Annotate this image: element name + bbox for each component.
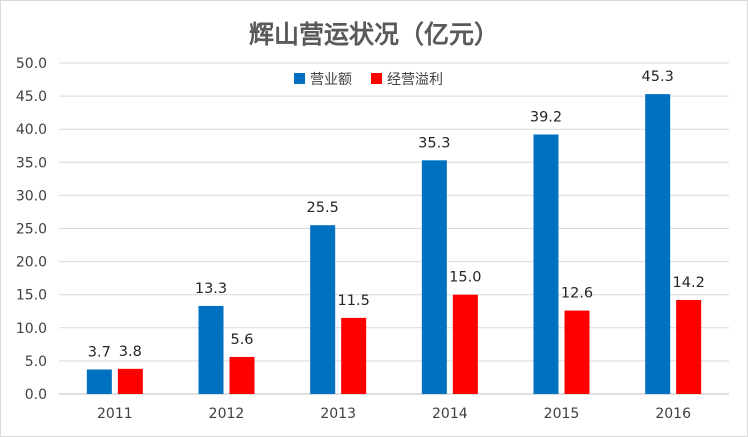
- y-tick-label: 0.0: [25, 387, 47, 403]
- y-tick-label: 20.0: [16, 255, 47, 271]
- legend-swatch-revenue: [294, 73, 305, 84]
- data-label-profit-2012: 5.6: [230, 332, 253, 348]
- data-label-profit-2015: 12.6: [561, 286, 593, 302]
- data-label-revenue-2012: 13.3: [195, 281, 227, 297]
- bar-profit-2014: [452, 294, 478, 394]
- legend-swatch-profit: [371, 73, 382, 84]
- bars: [86, 94, 702, 394]
- x-tick-label: 2011: [97, 406, 133, 422]
- bar-revenue-2014: [421, 160, 447, 394]
- y-tick-label: 35.0: [16, 155, 47, 171]
- y-tick-label: 40.0: [16, 122, 47, 138]
- x-tick-label: 2012: [209, 406, 245, 422]
- data-label-revenue-2014: 35.3: [418, 135, 450, 151]
- y-axis: 0.0 5.0 10.0 15.0 20.0 25.0 30.0 35.0 40.0 45.0 50…: [16, 56, 47, 403]
- data-label-revenue-2016: 45.3: [642, 69, 674, 85]
- bar-revenue-2015: [533, 134, 559, 394]
- legend: 营业额 经营溢利: [294, 72, 443, 88]
- y-tick-label: 15.0: [16, 288, 47, 304]
- bar-profit-2015: [564, 310, 590, 394]
- y-tick-label: 10.0: [16, 321, 47, 337]
- data-labels: 3.7 3.8 13.3 5.6 25.5 11.5 35.3 15.0 39.2 12.6 45.…: [88, 69, 705, 360]
- y-tick-label: 45.0: [16, 89, 47, 105]
- legend-label-revenue: 营业额: [310, 72, 352, 88]
- y-tick-label: 50.0: [16, 56, 47, 72]
- x-tick-label: 2014: [432, 406, 468, 422]
- bar-profit-2012: [229, 356, 255, 394]
- bar-profit-2016: [676, 299, 702, 394]
- x-tick-label: 2013: [320, 406, 356, 422]
- legend-label-profit: 经营溢利: [387, 72, 443, 88]
- y-tick-label: 25.0: [16, 222, 47, 238]
- data-label-profit-2011: 3.8: [119, 344, 142, 360]
- bar-revenue-2011: [86, 369, 112, 394]
- gridlines: [59, 62, 729, 395]
- data-label-profit-2014: 15.0: [449, 270, 481, 286]
- y-tick-label: 30.0: [16, 188, 47, 204]
- x-tick-label: 2016: [655, 406, 691, 422]
- bar-profit-2011: [117, 368, 143, 394]
- x-tick-label: 2015: [544, 406, 580, 422]
- y-tick-label: 5.0: [25, 354, 47, 370]
- bar-profit-2013: [341, 317, 367, 394]
- data-label-revenue-2011: 3.7: [88, 345, 111, 361]
- bar-revenue-2012: [198, 305, 224, 394]
- data-label-revenue-2013: 25.5: [307, 200, 339, 216]
- bar-revenue-2016: [645, 94, 671, 394]
- data-label-revenue-2015: 39.2: [530, 109, 562, 125]
- chart-title: 辉山营运状况（亿元）: [249, 20, 499, 49]
- x-axis: 2011 2012 2013 2014 2015 2016: [97, 406, 691, 422]
- data-label-profit-2016: 14.2: [673, 275, 705, 291]
- data-label-profit-2013: 11.5: [338, 293, 370, 309]
- bar-revenue-2013: [310, 225, 336, 394]
